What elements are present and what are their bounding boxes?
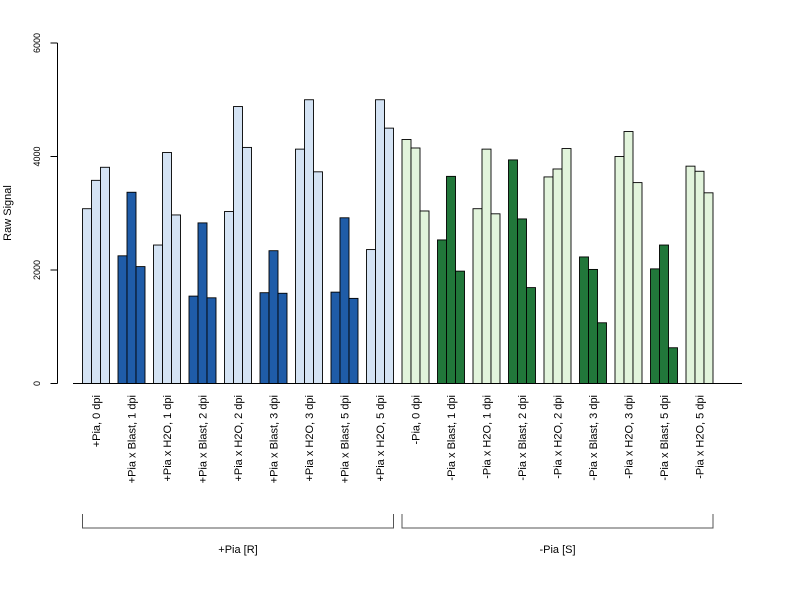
bar-16-rep-1: [614, 156, 625, 384]
category-label: -Pia x H2O, 3 dpi: [624, 395, 636, 479]
category-label: +Pia x H2O, 1 dpi: [162, 395, 174, 482]
bar-10-rep-2: [410, 147, 421, 384]
bar-1-rep-1: [82, 208, 92, 384]
category-label: +Pia x H2O, 5 dpi: [375, 395, 387, 482]
category-label: -Pia, 0 dpi: [411, 395, 423, 445]
bar-17-rep-3: [668, 347, 678, 384]
bars-layer: [82, 99, 714, 384]
bar-3-rep-2: [162, 152, 172, 384]
bar-2-rep-3: [135, 266, 146, 384]
bar-16-rep-2: [623, 131, 634, 384]
bar-11-rep-2: [446, 175, 456, 384]
category-label: +Pia x H2O, 2 dpi: [233, 395, 245, 482]
bar-5-rep-1: [224, 211, 234, 384]
bar-15-rep-1: [579, 256, 589, 384]
bar-4-rep-1: [188, 295, 199, 384]
bar-10-rep-3: [419, 210, 430, 384]
category-label: +Pia x H2O, 3 dpi: [304, 395, 316, 482]
bar-18-rep-3: [703, 192, 714, 384]
category-label: +Pia x Blast, 2 dpi: [198, 395, 210, 483]
category-label: -Pia x H2O, 1 dpi: [482, 395, 494, 479]
bar-7-rep-2: [304, 99, 314, 384]
category-label: -Pia x Blast, 2 dpi: [517, 395, 529, 481]
bar-11-rep-3: [455, 270, 465, 384]
bar-8-rep-1: [330, 291, 341, 384]
bar-7-rep-1: [295, 148, 305, 384]
category-label: +Pia x Blast, 1 dpi: [127, 395, 139, 483]
bar-11-rep-1: [437, 239, 447, 384]
bar-8-rep-3: [348, 297, 359, 384]
bar-3-rep-1: [153, 244, 163, 384]
y-tick-label: 2000: [32, 260, 42, 280]
category-label: +Pia x Blast, 5 dpi: [340, 395, 352, 483]
bar-18-rep-2: [694, 170, 705, 384]
category-label: -Pia x Blast, 5 dpi: [659, 395, 671, 481]
category-label: -Pia x Blast, 1 dpi: [446, 395, 458, 481]
bar-6-rep-3: [277, 292, 288, 384]
category-label: +Pia x Blast, 3 dpi: [269, 395, 281, 483]
bar-15-rep-3: [597, 322, 607, 384]
bar-4-rep-2: [197, 222, 208, 384]
bar-7-rep-3: [313, 171, 323, 384]
bar-6-rep-2: [268, 250, 279, 384]
bar-13-rep-1: [508, 159, 518, 384]
bar-3-rep-3: [171, 214, 181, 384]
group-bracket: [401, 514, 714, 529]
bar-9-rep-2: [375, 99, 385, 384]
bar-4-rep-3: [206, 297, 217, 384]
bar-1-rep-3: [100, 166, 110, 384]
y-axis: 0 2000 4000 6000: [32, 33, 58, 386]
bar-6-rep-1: [259, 292, 270, 384]
bar-17-rep-2: [659, 244, 669, 384]
bar-5-rep-3: [242, 146, 252, 384]
category-label: -Pia x H2O, 5 dpi: [695, 395, 707, 479]
bar-2-rep-1: [117, 255, 128, 384]
bar-17-rep-1: [650, 268, 660, 384]
y-axis-title: Raw Signal: [2, 185, 14, 241]
category-label: -Pia x H2O, 2 dpi: [553, 395, 565, 479]
bar-12-rep-1: [472, 208, 483, 384]
bar-1-rep-2: [91, 179, 101, 384]
y-tick-label: 6000: [32, 33, 42, 53]
bar-16-rep-3: [632, 182, 643, 384]
group-brackets: +Pia [R] -Pia [S]: [82, 514, 714, 556]
bar-5-rep-2: [233, 106, 243, 384]
bar-18-rep-1: [685, 165, 696, 384]
category-label: -Pia x Blast, 3 dpi: [588, 395, 600, 481]
group-label: -Pia [S]: [539, 544, 575, 556]
bar-12-rep-3: [490, 213, 501, 384]
y-tick-label: 0: [32, 381, 42, 386]
bar-14-rep-2: [552, 168, 563, 384]
bar-15-rep-2: [588, 268, 598, 384]
y-tick-label: 4000: [32, 146, 42, 166]
bar-13-rep-2: [517, 218, 527, 384]
group-bracket: [82, 514, 394, 529]
group-label: +Pia [R]: [218, 544, 257, 556]
bar-8-rep-2: [339, 217, 350, 384]
bar-9-rep-3: [384, 127, 394, 384]
bar-12-rep-2: [481, 148, 492, 384]
bar-9-rep-1: [366, 249, 376, 384]
bar-14-rep-3: [561, 148, 572, 384]
bar-13-rep-3: [526, 287, 536, 384]
category-label: +Pia, 0 dpi: [91, 395, 103, 447]
category-labels: +Pia, 0 dpi +Pia x Blast, 1 dpi +Pia x H2O…: [91, 395, 707, 483]
bar-14-rep-1: [543, 176, 554, 384]
bar-10-rep-1: [401, 139, 412, 384]
bar-2-rep-2: [126, 191, 137, 384]
